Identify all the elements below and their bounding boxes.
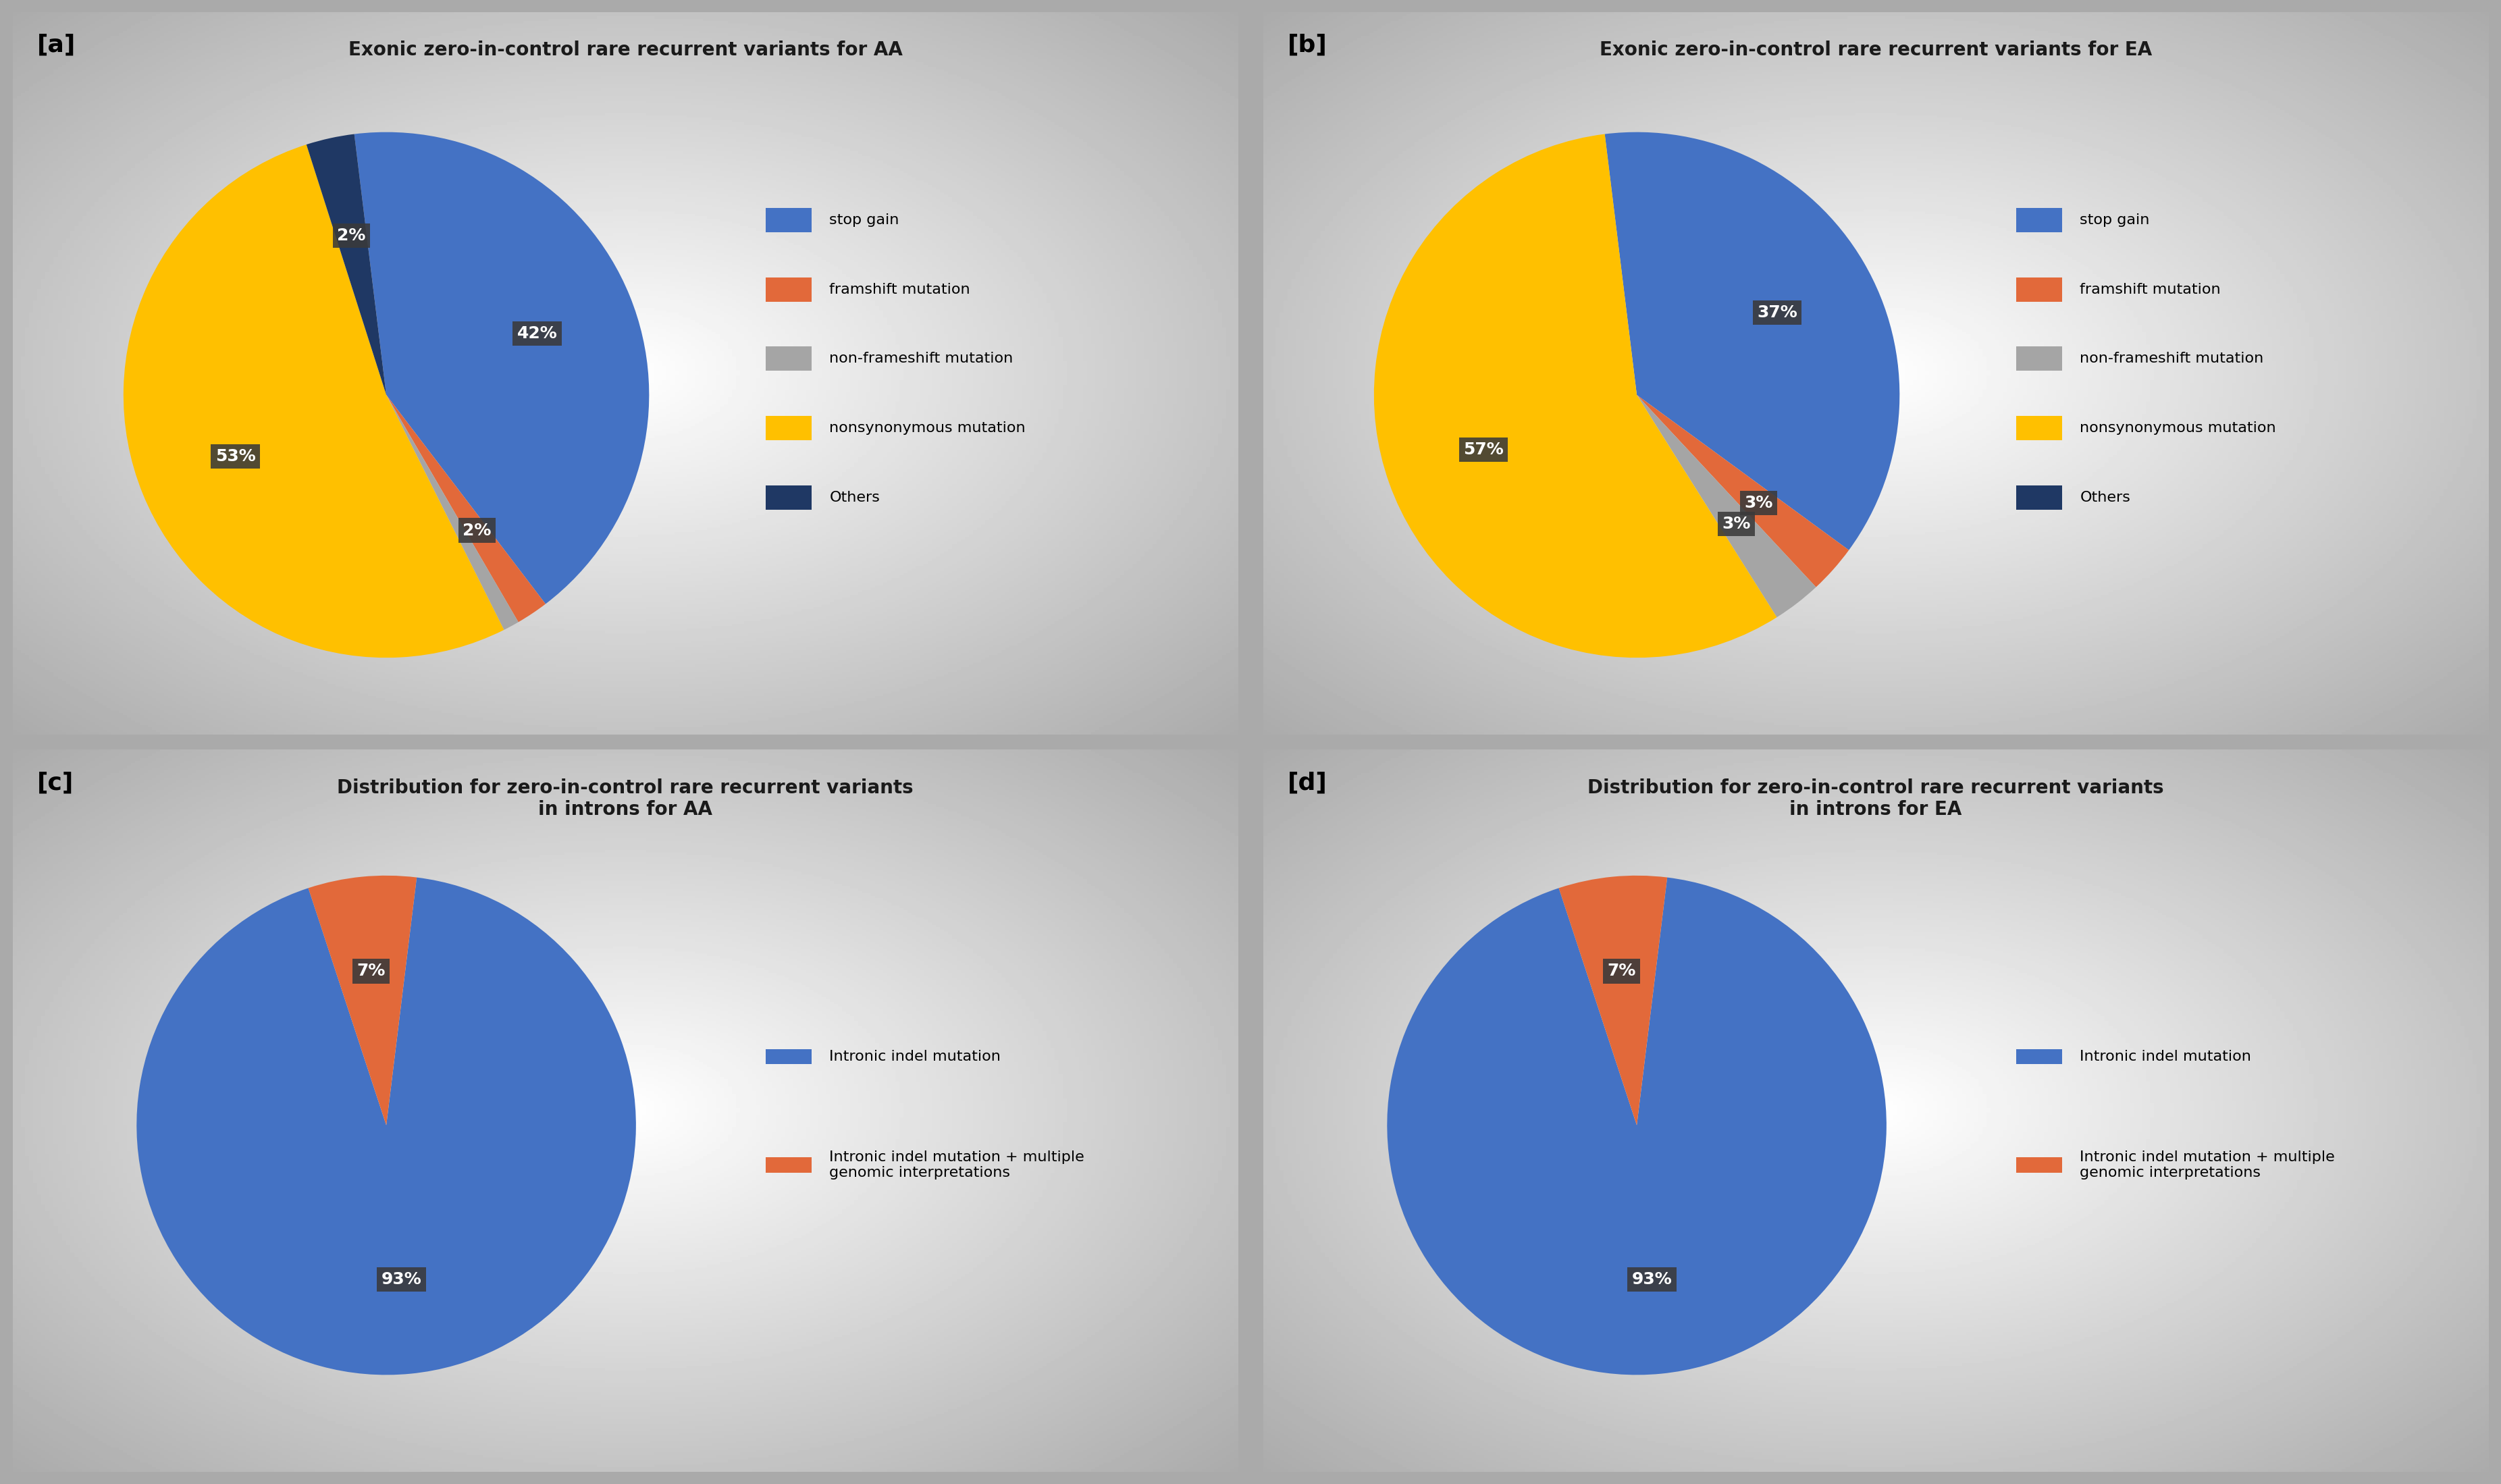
Bar [2016, 208, 2061, 232]
Text: Intronic indel mutation + multiple
genomic interpretations: Intronic indel mutation + multiple genom… [2081, 1150, 2336, 1180]
Wedge shape [1606, 132, 1901, 551]
Text: Distribution for zero-in-control rare recurrent variants
in introns for EA: Distribution for zero-in-control rare re… [1588, 778, 2163, 819]
Bar [2016, 485, 2061, 509]
Wedge shape [123, 144, 505, 657]
Text: [a]: [a] [38, 34, 75, 56]
Text: non-frameshift mutation: non-frameshift mutation [2081, 352, 2263, 365]
Text: nonsynonymous mutation: nonsynonymous mutation [830, 421, 1025, 435]
Text: [c]: [c] [38, 772, 73, 794]
Wedge shape [308, 876, 418, 1125]
Text: Others: Others [830, 491, 880, 505]
Text: 93%: 93% [380, 1272, 423, 1288]
Bar [2016, 1158, 2061, 1172]
Text: framshift mutation: framshift mutation [2081, 282, 2221, 297]
Text: 57%: 57% [1463, 441, 1503, 457]
Text: 3%: 3% [1743, 496, 1773, 510]
Text: 53%: 53% [215, 448, 255, 464]
Text: nonsynonymous mutation: nonsynonymous mutation [2081, 421, 2276, 435]
Text: Intronic indel mutation: Intronic indel mutation [830, 1049, 1000, 1064]
Text: Exonic zero-in-control rare recurrent variants for EA: Exonic zero-in-control rare recurrent va… [1601, 40, 2151, 59]
Text: Others: Others [2081, 491, 2131, 505]
Bar [2016, 416, 2061, 441]
Text: non-frameshift mutation: non-frameshift mutation [830, 352, 1013, 365]
Text: Intronic indel mutation: Intronic indel mutation [2081, 1049, 2251, 1064]
Text: Distribution for zero-in-control rare recurrent variants
in introns for AA: Distribution for zero-in-control rare re… [338, 778, 913, 819]
Bar [765, 1158, 810, 1172]
Bar [765, 1049, 810, 1064]
Bar [765, 347, 810, 371]
Text: [d]: [d] [1288, 772, 1328, 794]
Text: Exonic zero-in-control rare recurrent variants for AA: Exonic zero-in-control rare recurrent va… [348, 40, 903, 59]
Wedge shape [1558, 876, 1668, 1125]
Text: 2%: 2% [463, 522, 490, 539]
Text: 93%: 93% [1631, 1272, 1673, 1288]
Wedge shape [1373, 134, 1776, 657]
Wedge shape [385, 395, 545, 622]
Bar [765, 278, 810, 301]
Wedge shape [1636, 395, 1816, 617]
Text: 3%: 3% [1721, 516, 1751, 533]
Wedge shape [308, 134, 385, 395]
Text: 7%: 7% [1608, 963, 1636, 979]
Wedge shape [385, 395, 518, 629]
Text: 37%: 37% [1758, 304, 1798, 321]
Bar [2016, 278, 2061, 301]
Text: 2%: 2% [338, 227, 365, 243]
Wedge shape [1388, 877, 1886, 1374]
Text: Intronic indel mutation + multiple
genomic interpretations: Intronic indel mutation + multiple genom… [830, 1150, 1085, 1180]
Text: stop gain: stop gain [2081, 214, 2151, 227]
Bar [765, 208, 810, 232]
Text: framshift mutation: framshift mutation [830, 282, 970, 297]
Text: 7%: 7% [358, 963, 385, 979]
Text: 42%: 42% [518, 325, 558, 341]
Bar [2016, 347, 2061, 371]
Wedge shape [355, 132, 650, 604]
Text: stop gain: stop gain [830, 214, 900, 227]
Bar [765, 416, 810, 441]
Text: [b]: [b] [1288, 34, 1328, 56]
Bar [2016, 1049, 2061, 1064]
Bar [765, 485, 810, 509]
Wedge shape [1636, 395, 1848, 588]
Wedge shape [138, 877, 635, 1374]
